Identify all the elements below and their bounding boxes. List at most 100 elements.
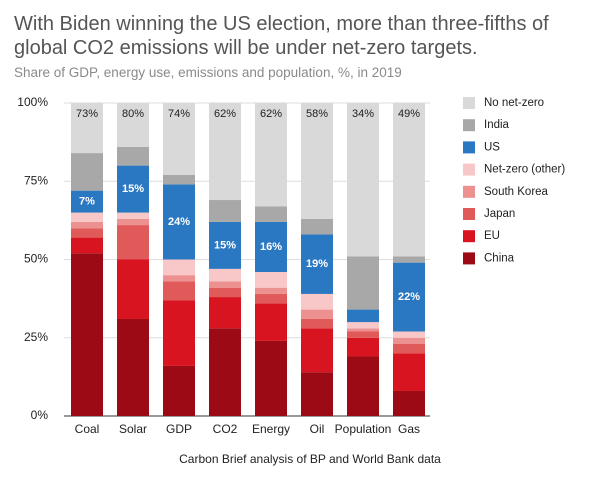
bar-segment [301,293,333,310]
total-label: 80% [122,108,144,120]
total-label: 62% [260,108,282,120]
bar-segment [347,328,379,332]
bar-segment [209,268,241,282]
bar-segment [347,322,379,329]
bar-segment [301,234,333,294]
total-label: 73% [76,108,98,120]
legend-swatch [463,141,475,154]
bar-segment [163,184,195,260]
bar-segment [301,218,333,235]
bar-segment [71,253,103,416]
x-tick-label: Energy [252,422,290,436]
legend-label: India [484,119,510,131]
bar-segment [347,331,379,338]
bar-value-label: 15% [122,183,144,195]
bar-segment [71,212,103,222]
legend-label: EU [484,230,500,242]
total-label: 74% [168,108,190,120]
legend-swatch [463,97,475,109]
legend-label: Japan [484,208,515,220]
total-label: 49% [398,108,420,120]
legend-label: US [484,141,500,153]
bar-segment [163,174,195,185]
legend-swatch [463,163,475,176]
bar-segment [163,275,195,282]
x-tick-label: Population [335,422,392,436]
bar-value-label: 24% [168,216,190,228]
bar-segment [117,318,149,416]
bar-segment [163,259,195,276]
bar-segment [347,256,379,310]
y-tick-label: 75% [24,173,48,187]
bar-segment [301,318,333,329]
y-tick-label: 25% [24,330,48,344]
bar-segment [393,256,425,263]
bar-segment [71,221,103,229]
bar-segment [393,331,425,338]
legend-swatch [463,252,475,265]
legend-swatch [463,208,475,220]
bar-segment [301,372,333,416]
y-tick-label: 0% [31,408,49,422]
bar-segment [393,103,425,257]
bar-value-label: 7% [79,196,95,208]
bar-segment [117,103,149,147]
legend-label: Net-zero (other) [484,164,565,176]
bar-segment [393,390,425,416]
bar-segment [117,225,149,260]
bar-segment [347,356,379,416]
bar-segment [393,337,425,345]
y-tick-label: 50% [24,252,48,266]
legend-swatch [463,185,475,198]
bar-segment [71,228,103,238]
bar-segment [71,103,103,154]
bar-segment [163,103,195,175]
bar-segment [255,293,287,304]
bar-segment [71,237,103,254]
total-label: 58% [306,108,328,120]
x-tick-label: Oil [310,422,325,436]
bar-segment [209,200,241,222]
bar-segment [71,190,103,213]
x-tick-label: CO2 [213,422,238,436]
legend-swatch [463,119,475,132]
bar-segment [393,344,425,354]
legend-swatch [463,230,475,243]
y-tick-label: 100% [17,95,48,109]
bar-segment [301,328,333,373]
bar-segment [209,287,241,298]
bar-segment [209,297,241,329]
source-note: Carbon Brief analysis of BP and World Ba… [179,452,441,466]
chart-subtitle: Share of GDP, energy use, emissions and … [14,65,402,80]
bar-segment [255,272,287,288]
bar-segment [255,303,287,341]
bar-segment [117,259,149,319]
bar-segment [347,103,379,257]
bar-segment [347,309,379,323]
bar-segment [347,337,379,357]
bar-segment [163,300,195,366]
bar-segment [393,353,425,391]
bar-segment [163,281,195,301]
bar-segment [301,309,333,319]
legend-label: No net-zero [484,97,544,109]
bar-segment [117,165,149,213]
bar-segment [255,287,287,294]
bar-segment [209,328,241,416]
total-label: 62% [214,108,236,120]
bar-segment [163,365,195,416]
chart-title: With Biden winning the US election, more… [14,13,549,59]
x-tick-label: Solar [119,422,147,436]
bar-segment [255,103,287,207]
bar-value-label: 22% [398,291,420,303]
bar-segment [255,206,287,222]
bar-segment [301,103,333,219]
bar-segment [209,281,241,288]
x-tick-label: Coal [75,422,100,436]
bar-segment [393,262,425,332]
bar-segment [255,340,287,416]
bar-segment [71,153,103,191]
bar-segment [117,218,149,226]
